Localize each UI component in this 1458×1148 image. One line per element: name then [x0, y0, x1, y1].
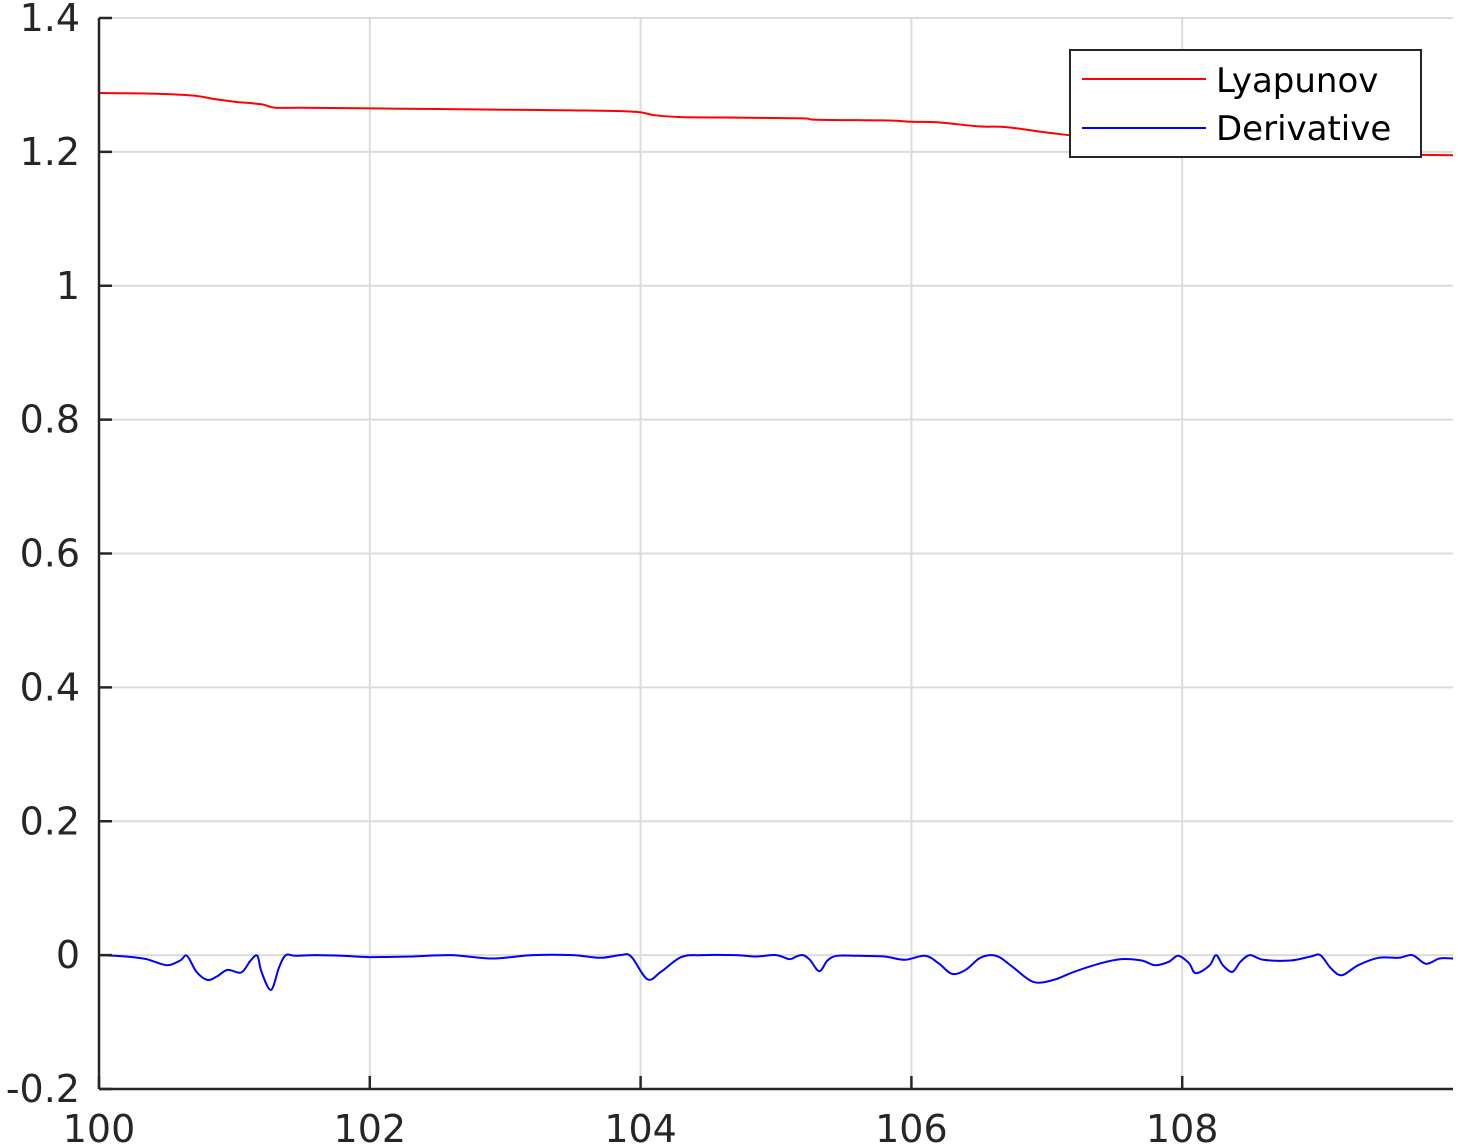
- y-tick-label: 0.6: [20, 532, 80, 576]
- y-tick-label: -0.2: [6, 1067, 80, 1111]
- x-tick-label: 108: [1146, 1107, 1219, 1148]
- legend: Lyapunov Derivative: [1069, 49, 1422, 158]
- y-tick-label: 1.2: [20, 130, 80, 174]
- x-tick-label: 106: [875, 1107, 948, 1148]
- y-tick-label: 0: [56, 933, 80, 977]
- y-tick-label: 1: [56, 264, 80, 308]
- legend-label-lyapunov: Lyapunov: [1216, 61, 1378, 101]
- legend-label-derivative: Derivative: [1216, 109, 1391, 149]
- axis-ticks: 100 102 104 106 108 -0.2 0 0.2 0.4 0.6 0.8 1 1.2 1.4: [6, 0, 1219, 1148]
- x-tick-label: 102: [334, 1107, 407, 1148]
- y-tick-label: 0.2: [20, 799, 80, 843]
- series-line-derivative: [98, 953, 1454, 991]
- y-tick-label: 1.4: [20, 0, 80, 40]
- y-tick-label: 0.8: [20, 398, 80, 442]
- y-tick-label: 0.4: [20, 665, 80, 709]
- x-tick-label: 104: [604, 1107, 677, 1148]
- x-tick-label: 100: [63, 1107, 136, 1148]
- legend-box: [1069, 49, 1422, 158]
